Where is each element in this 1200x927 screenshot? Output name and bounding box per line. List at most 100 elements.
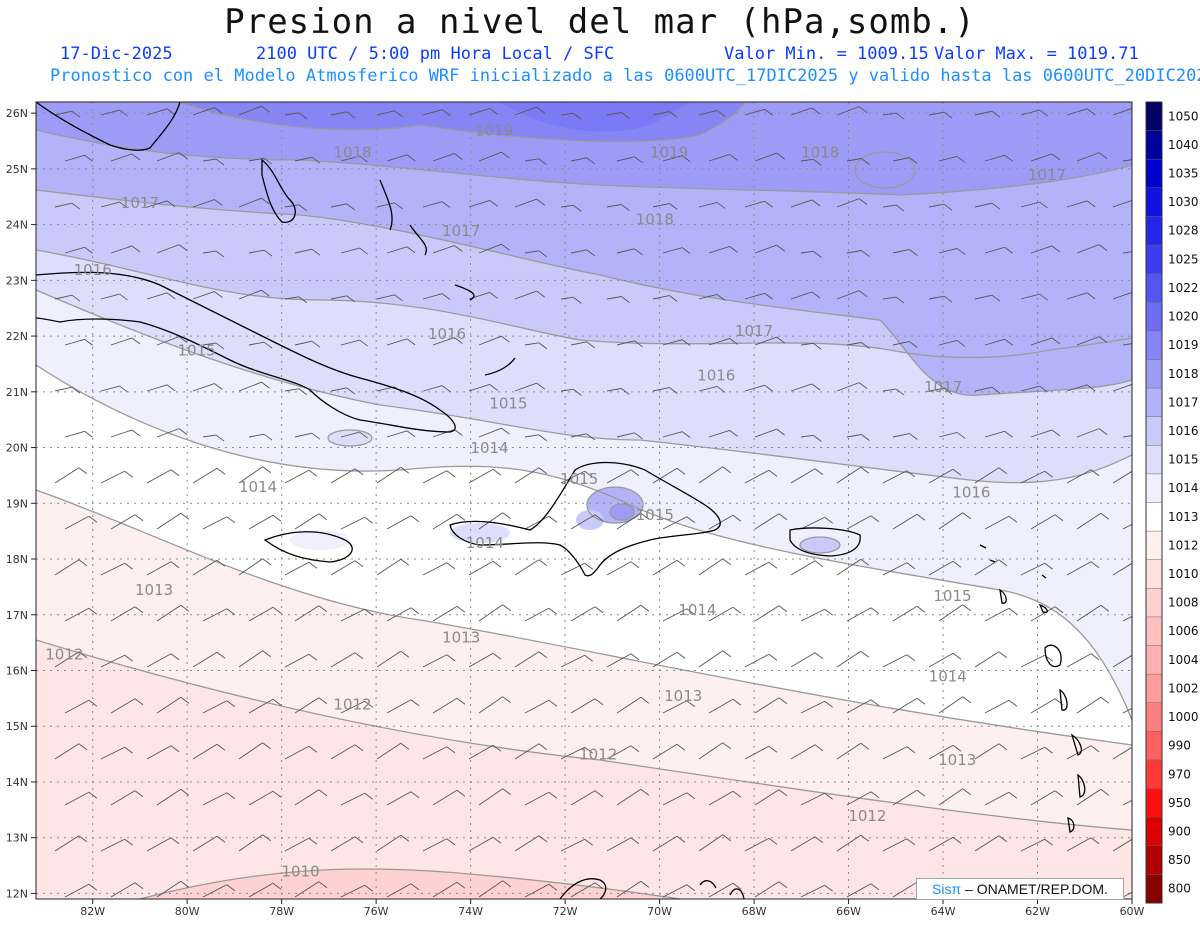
colorbar-label: 1010 <box>1168 567 1199 581</box>
lat-label: 15N <box>6 720 28 733</box>
isobar-label: 1014 <box>678 601 716 619</box>
lon-label: 82W <box>80 905 105 918</box>
colorbar-swatch <box>1146 302 1162 332</box>
isobar-label: 1015 <box>636 506 674 524</box>
isobar-label: 1018 <box>801 144 839 162</box>
colorbar-swatch <box>1146 388 1162 418</box>
lat-label: 19N <box>6 497 28 510</box>
colorbar-swatch <box>1146 416 1162 446</box>
isobar-label: 1016 <box>697 367 735 385</box>
colorbar-swatch <box>1146 216 1162 246</box>
lon-label: 80W <box>175 905 200 918</box>
isobar-label: 1014 <box>929 668 967 686</box>
colorbar-swatch <box>1146 874 1162 904</box>
colorbar-swatch <box>1146 330 1162 360</box>
max-value: Valor Max. = 1019.71 <box>934 44 1139 64</box>
colorbar-label: 1022 <box>1168 281 1199 295</box>
colorbar-label: 1002 <box>1168 681 1199 695</box>
colorbar-label: 1006 <box>1168 624 1199 638</box>
lat-label: 17N <box>6 609 28 622</box>
isobar-label: 1010 <box>281 863 319 881</box>
colorbar-swatch <box>1146 731 1162 761</box>
lon-label: 64W <box>931 905 956 918</box>
colorbar-label: 1030 <box>1168 195 1199 209</box>
credit-org: – ONAMET/REP.DOM. <box>965 881 1108 897</box>
lat-label: 21N <box>6 386 28 399</box>
colorbar-swatch <box>1146 702 1162 732</box>
axis-ticks <box>31 112 1133 904</box>
colorbar-label: 1028 <box>1168 224 1199 238</box>
lat-label: 25N <box>6 163 28 176</box>
lat-label: 26N <box>6 107 28 120</box>
lon-label: 68W <box>742 905 767 918</box>
isobar-label: 1017 <box>735 322 773 340</box>
isobar-label: 1019 <box>475 121 513 139</box>
colorbar-swatch <box>1146 674 1162 704</box>
lon-label: 62W <box>1025 905 1050 918</box>
lat-label: 23N <box>6 274 28 287</box>
colorbar-label: 850 <box>1168 853 1191 867</box>
colorbar-label: 970 <box>1168 767 1191 781</box>
isobar-label: 1017 <box>121 194 159 212</box>
colorbar-label: 1018 <box>1168 367 1199 381</box>
colorbar-swatch <box>1146 502 1162 532</box>
isobar-label: 1016 <box>74 261 112 279</box>
colorbar-swatch <box>1146 159 1162 189</box>
lat-label: 16N <box>6 664 28 677</box>
isobar-label: 1014 <box>470 439 508 457</box>
colorbar-label: 800 <box>1168 882 1191 896</box>
colorbar-swatch <box>1146 130 1162 160</box>
colorbar-label: 950 <box>1168 796 1191 810</box>
pressure-shading <box>36 102 1132 899</box>
colorbar-label: 1004 <box>1168 653 1199 667</box>
colorbar-label: 1012 <box>1168 538 1199 552</box>
isobar-labels: 1019 1019 1018 1018 1018 1017 1017 1017 1017 1017… <box>45 121 1066 880</box>
isobar-label: 1012 <box>45 645 83 663</box>
lon-label: 76W <box>364 905 389 918</box>
colorbar-label: 1000 <box>1168 710 1199 724</box>
colorbar-label: 1013 <box>1168 510 1199 524</box>
colorbar-label: 990 <box>1168 739 1191 753</box>
coastlines <box>36 102 1086 899</box>
colorbar-swatch <box>1146 473 1162 503</box>
lon-label: 66W <box>836 905 861 918</box>
lon-label: 72W <box>553 905 578 918</box>
lat-lon-grid <box>36 102 1133 899</box>
isobar-label: 1013 <box>135 581 173 599</box>
forecast-time: 2100 UTC / 5:00 pm Hora Local / SFC <box>256 44 615 64</box>
colorbar-label: 900 <box>1168 824 1191 838</box>
isobar-label: 1014 <box>466 534 504 552</box>
isobar-label: 1015 <box>489 395 527 413</box>
forecast-date: 17-Dic-2025 <box>60 44 173 64</box>
latitude-labels: 26N 25N 24N 23N 22N 21N 20N 19N 18N 17N 16N 15N 14N 1… <box>6 107 28 900</box>
colorbar-label: 1008 <box>1168 596 1199 610</box>
colorbar-label: 1017 <box>1168 395 1199 409</box>
colorbar-swatch <box>1146 445 1162 475</box>
lon-label: 78W <box>269 905 294 918</box>
colorbar-label: 1025 <box>1168 252 1199 266</box>
isobar-label: 1017 <box>442 222 480 240</box>
isobar-label: 1013 <box>938 751 976 769</box>
isobar-label: 1013 <box>664 687 702 705</box>
lat-label: 24N <box>6 219 28 232</box>
isobar-label: 1019 <box>650 144 688 162</box>
lon-label: 74W <box>458 905 483 918</box>
lon-label: 70W <box>647 905 672 918</box>
isobar-label: 1018 <box>636 211 674 229</box>
lon-label: 60W <box>1120 905 1145 918</box>
colorbar-label: 1014 <box>1168 481 1199 495</box>
sis-logo: Sisπ <box>932 881 962 897</box>
colorbar-swatch <box>1146 788 1162 818</box>
colorbar-label: 1035 <box>1168 167 1199 181</box>
colorbar-swatch <box>1146 359 1162 389</box>
colorbar-swatch <box>1146 616 1162 647</box>
model-description: Pronostico con el Modelo Atmosferico WRF… <box>50 66 1200 86</box>
lat-label: 14N <box>6 776 28 789</box>
isobar-label: 1016 <box>428 325 466 343</box>
isobar-label: 1012 <box>848 807 886 825</box>
isobar-label: 1018 <box>333 144 371 162</box>
colorbar-swatch <box>1146 559 1162 589</box>
longitude-labels: 82W 80W 78W 76W 74W 72W 70W 68W 66W 64W 62W 60W <box>80 905 1144 918</box>
map-frame <box>35 101 1133 900</box>
